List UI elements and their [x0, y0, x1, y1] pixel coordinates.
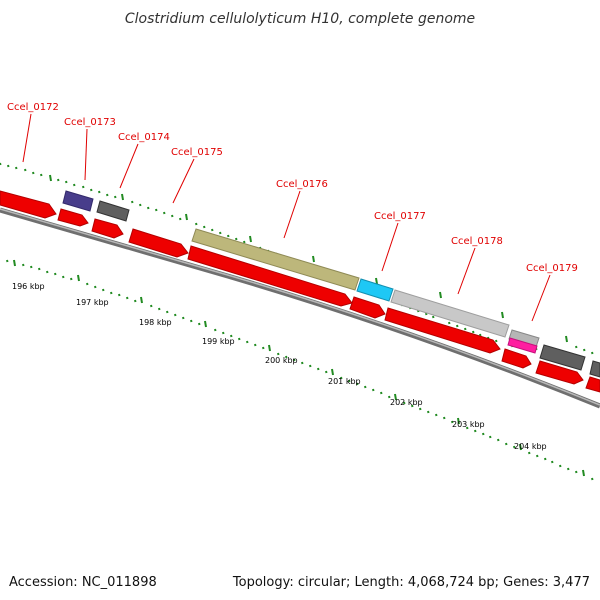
cds-arrows	[0, 190, 600, 393]
gene-label-ccel-0174[interactable]: Ccel_0174	[118, 132, 170, 143]
gene-label-ccel-0173[interactable]: Ccel_0173	[64, 117, 116, 128]
map-title: Clostridium cellulolyticum H10, complete…	[125, 11, 475, 27]
kbp-label: 198 kbp	[139, 318, 172, 327]
gene-label-ccel-0172[interactable]: Ccel_0172	[7, 102, 59, 113]
kbp-scale-labels: 196 kbp 197 kbp 198 kbp 199 kbp 200 kbp …	[12, 282, 547, 451]
gene-label-ccel-0178[interactable]: Ccel_0178	[451, 236, 503, 247]
gene-ccel-0174-feature[interactable]	[96, 200, 130, 222]
gene-label-ccel-0176[interactable]: Ccel_0176	[276, 179, 328, 190]
kbp-label: 200 kbp	[265, 356, 298, 365]
gene-labels: Ccel_0172 Ccel_0173 Ccel_0174 Ccel_0175 …	[7, 102, 578, 274]
gene-label-ccel-0177[interactable]: Ccel_0177	[374, 211, 426, 222]
cds-arrow-ccel-0173[interactable]	[57, 208, 89, 227]
kbp-label: 199 kbp	[202, 337, 235, 346]
gene-ccel-0180-feature[interactable]	[539, 344, 586, 371]
genome-summary-text: Topology: circular; Length: 4,068,724 bp…	[232, 575, 590, 590]
cds-arrow-ccel-0181[interactable]	[585, 376, 600, 393]
gene-ccel-0178-feature[interactable]	[390, 289, 510, 338]
gene-ccel-0176-feature[interactable]	[191, 228, 360, 291]
kbp-label: 204 kbp	[514, 442, 547, 451]
gene-ccel-0179-feature-pink[interactable]	[507, 337, 538, 354]
cds-arrow-ccel-0177[interactable]	[349, 296, 386, 319]
cds-arrow-ccel-0176[interactable]	[187, 245, 353, 307]
kbp-label: 196 kbp	[12, 282, 45, 291]
inner-tick-ring	[6, 259, 594, 481]
cds-arrow-ccel-0178[interactable]	[384, 307, 501, 354]
cds-arrow-ccel-0180[interactable]	[535, 360, 584, 385]
kbp-label: 197 kbp	[76, 298, 109, 307]
gene-label-ccel-0179[interactable]: Ccel_0179	[526, 263, 578, 274]
gene-label-ccel-0175[interactable]: Ccel_0175	[171, 147, 223, 158]
cds-arrow-ccel-0179[interactable]	[501, 348, 532, 369]
accession-text: Accession: NC_011898	[9, 575, 157, 590]
cds-arrow-ccel-0174[interactable]	[91, 218, 124, 239]
gene-ccel-0181-feature[interactable]	[589, 360, 600, 378]
kbp-label: 201 kbp	[328, 377, 361, 386]
forward-strand-features	[62, 190, 600, 378]
gene-ccel-0173-feature[interactable]	[62, 190, 94, 212]
gene-label-leaders	[22, 113, 551, 322]
kbp-label: 202 kbp	[390, 398, 423, 407]
cds-arrow-ccel-0172[interactable]	[0, 190, 57, 219]
genome-backbone	[0, 207, 600, 409]
cds-arrow-ccel-0175[interactable]	[128, 228, 189, 258]
gene-ccel-0177-feature[interactable]	[356, 278, 394, 302]
kbp-label: 203 kbp	[452, 420, 485, 429]
